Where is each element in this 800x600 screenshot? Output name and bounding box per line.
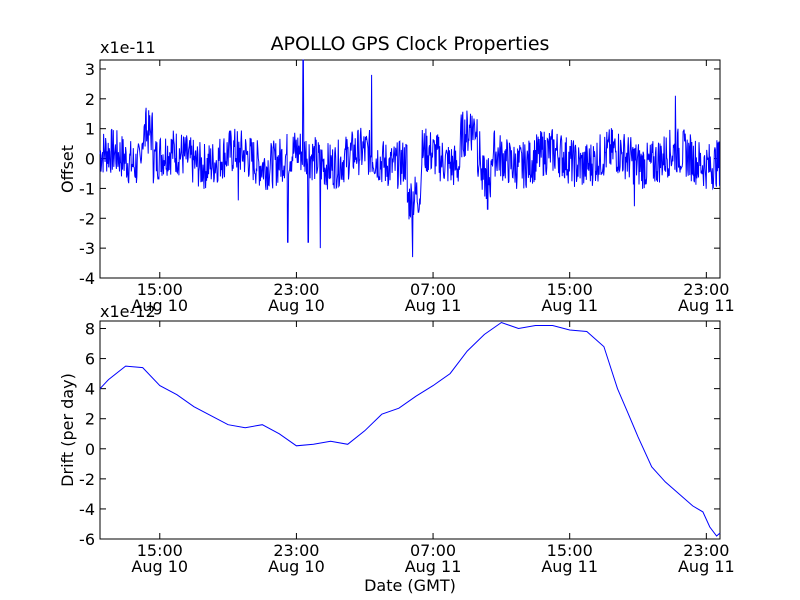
offset-xtick-date: Aug 11 (678, 296, 735, 315)
drift-xtick-date: Aug 10 (268, 557, 325, 576)
offset-ytick-label: 2 (85, 90, 95, 109)
drift-xtick-date: Aug 10 (131, 557, 188, 576)
offset-xtick-date: Aug 10 (131, 296, 188, 315)
drift-ytick-label: -6 (79, 530, 95, 549)
drift-xtick-time: 15:00 (137, 541, 183, 560)
chart-title: APOLLO GPS Clock Properties (271, 33, 550, 55)
drift-xtick-date: Aug 11 (678, 557, 735, 576)
offset-ytick-label: -4 (79, 269, 95, 288)
offset-ytick-label: 0 (85, 150, 95, 169)
offset-xtick-date: Aug 10 (268, 296, 325, 315)
offset-plot-frame (99, 59, 721, 279)
drift-panel: x1e-12 Drift (per day) Date (GMT) -6 -4 -2… (58, 302, 735, 595)
offset-ytick-label: 3 (85, 60, 95, 79)
offset-ytick-label: -1 (79, 179, 95, 198)
drift-xtick-date: Aug 11 (541, 557, 598, 576)
drift-xtick-date: Aug 11 (405, 557, 462, 576)
offset-xtick-date: Aug 11 (405, 296, 462, 315)
drift-ytick-label: 8 (85, 320, 95, 339)
offset-multiplier: x1e-11 (100, 38, 156, 57)
drift-xtick-time: 23:00 (273, 541, 319, 560)
drift-ytick-label: -4 (79, 500, 95, 519)
offset-xtick-time: 23:00 (273, 280, 319, 299)
drift-multiplier: x1e-12 (100, 302, 156, 321)
offset-ytick-label: -3 (79, 239, 95, 258)
offset-xtick-time: 15:00 (137, 280, 183, 299)
offset-ytick-label: 1 (85, 120, 95, 139)
offset-xtick-date: Aug 11 (541, 296, 598, 315)
drift-xtick-time: 15:00 (547, 541, 593, 560)
drift-ytick-label: 2 (85, 410, 95, 429)
drift-ytick-label: 4 (85, 380, 95, 399)
drift-ytick-label: -2 (79, 470, 95, 489)
offset-series-line (99, 59, 720, 258)
drift-xtick-time: 07:00 (410, 541, 456, 560)
drift-xtick-time: 23:00 (683, 541, 729, 560)
drift-ytick-label: 0 (85, 440, 95, 459)
offset-xtick-time: 23:00 (683, 280, 729, 299)
drift-ylabel: Drift (per day) (58, 373, 77, 487)
drift-xlabel: Date (GMT) (364, 576, 456, 595)
offset-ylabel: Offset (58, 145, 77, 193)
drift-ytick-label: 6 (85, 350, 95, 369)
offset-ytick-label: -2 (79, 209, 95, 228)
offset-xtick-time: 07:00 (410, 280, 456, 299)
drift-series-line (99, 321, 721, 537)
offset-xtick-time: 15:00 (547, 280, 593, 299)
drift-plot-frame (99, 320, 721, 540)
